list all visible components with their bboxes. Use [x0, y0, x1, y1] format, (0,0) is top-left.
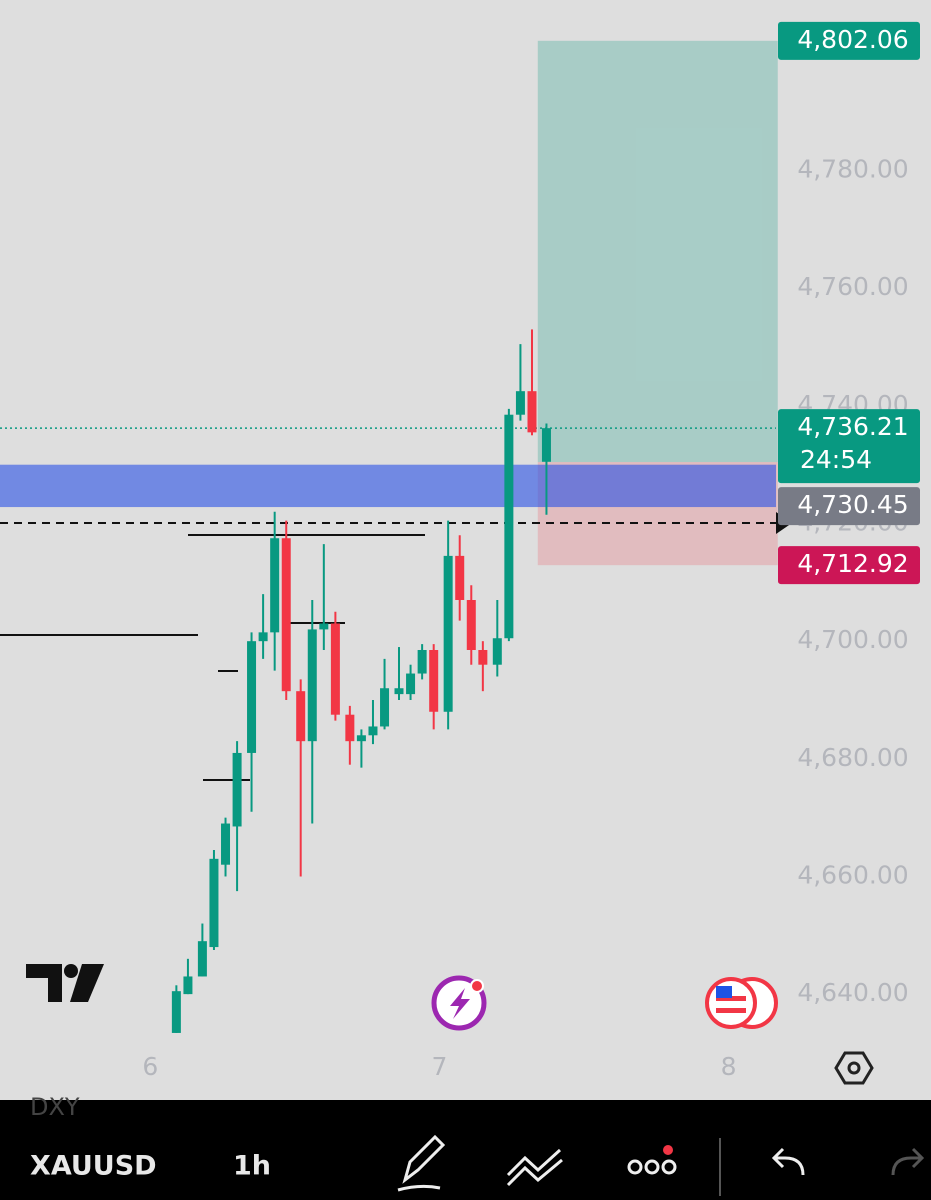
candle-body	[209, 858, 219, 948]
candle-body	[281, 538, 291, 692]
candle-body	[515, 391, 525, 415]
candle-body	[183, 976, 193, 995]
toolbar-mask	[0, 1122, 380, 1142]
price-tag	[778, 409, 920, 484]
overlay-symbol: DXY	[30, 1093, 80, 1121]
candle-body	[455, 555, 465, 600]
candle-body	[258, 632, 268, 642]
candle-body	[417, 650, 427, 674]
candle-body	[504, 414, 514, 639]
candle-body	[345, 714, 355, 742]
candle-body	[368, 726, 378, 736]
symbol[interactable]: XAUUSD	[30, 1151, 157, 1182]
x-tick-label: 6	[142, 1052, 158, 1081]
candle-body	[247, 641, 257, 753]
position-profit	[537, 40, 778, 463]
interval[interactable]: 1h	[233, 1151, 271, 1182]
candle-body	[478, 650, 488, 665]
candle-body	[356, 735, 366, 742]
candle-body	[394, 688, 404, 695]
tradingview-logo	[26, 964, 104, 1002]
price-tag	[778, 546, 920, 585]
y-tick-label: 4,640.00	[797, 978, 908, 1007]
flash-icon[interactable]	[431, 975, 487, 1031]
candle-body	[429, 650, 439, 712]
candle-body	[330, 623, 340, 715]
more-tool[interactable]	[627, 1145, 677, 1175]
candle-body	[406, 673, 416, 695]
price-tag-label: 4,802.06	[797, 25, 908, 54]
price-tag	[778, 487, 920, 526]
x-tick-label: 8	[721, 1052, 737, 1081]
candle-body	[232, 752, 242, 827]
y-tick-label: 4,780.00	[797, 155, 908, 184]
candle-body	[171, 991, 181, 1033]
candle-body	[197, 941, 207, 977]
y-tick-label: 4,760.00	[797, 272, 908, 301]
candle-body	[541, 428, 551, 462]
candle-body	[296, 691, 306, 742]
x-tick-label: 7	[432, 1052, 448, 1081]
price-tag-label: 4,712.92	[797, 549, 908, 578]
candle-body	[492, 638, 502, 665]
countdown: 24:54	[800, 445, 872, 474]
candle-body	[527, 391, 537, 433]
undo[interactable]	[771, 1147, 805, 1176]
candle-body	[466, 600, 476, 650]
y-tick-label: 4,680.00	[797, 743, 908, 772]
toolbar	[0, 1100, 931, 1200]
price-tag-label: 4,736.21	[797, 412, 908, 441]
indicators-tool[interactable]	[506, 1148, 563, 1187]
draw-tool[interactable]	[397, 1134, 446, 1192]
candle-body	[319, 623, 329, 630]
settings-icon[interactable]	[834, 1051, 874, 1085]
redo[interactable]	[891, 1147, 925, 1176]
price-tag	[778, 21, 920, 60]
y-tick-label: 4,660.00	[797, 860, 908, 889]
zone	[0, 464, 776, 508]
y-tick-label: 4,700.00	[797, 625, 908, 654]
candle-body	[307, 629, 317, 742]
price-tag-label: 4,730.45	[797, 490, 908, 519]
candle-body	[270, 538, 280, 633]
candle-body	[380, 688, 390, 727]
candle-body	[221, 823, 231, 865]
candle-body	[443, 555, 453, 712]
events-icon[interactable]	[705, 977, 778, 1029]
